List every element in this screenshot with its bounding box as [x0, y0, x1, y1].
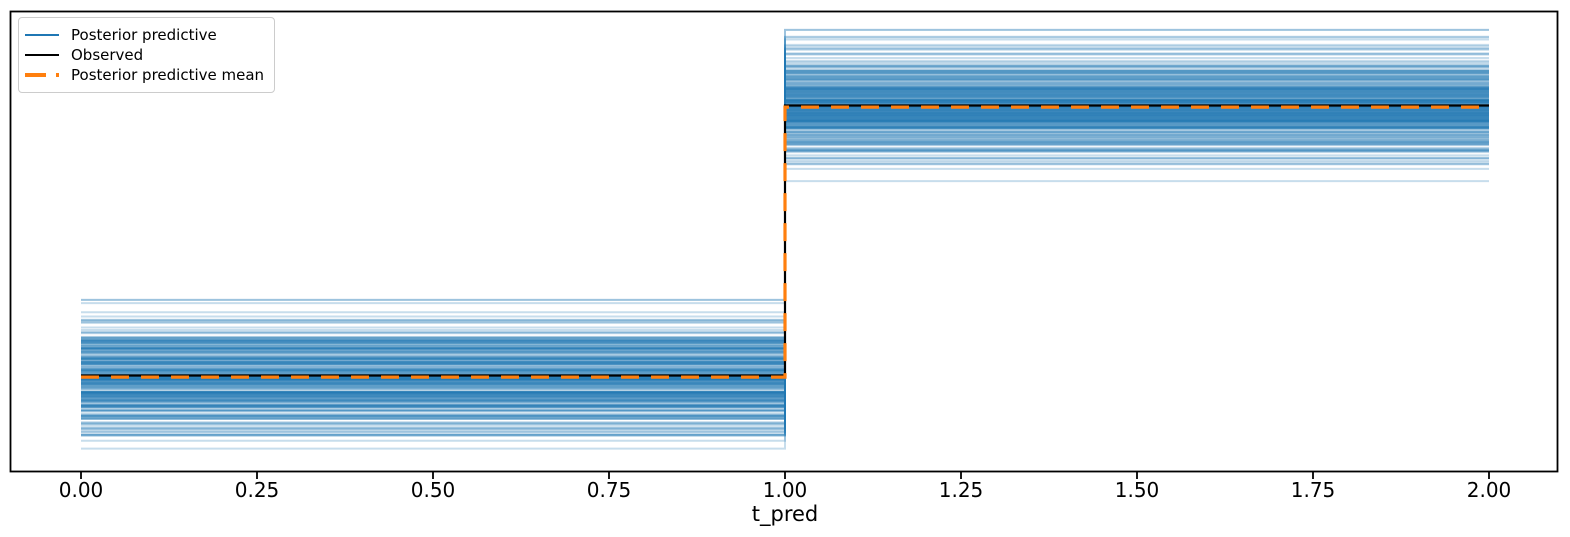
- legend-item-observed: Observed: [25, 45, 264, 65]
- x-tick-label: 1.00: [763, 478, 808, 502]
- posterior-predictive-mean-line: [81, 105, 1489, 379]
- x-tick-label: 0.25: [235, 478, 280, 502]
- legend-label: Observed: [71, 46, 144, 64]
- axes-frame: [9, 10, 1559, 473]
- legend-label: Posterior predictive mean: [71, 66, 265, 84]
- legend-line-sample-posterior-predictive-mean: [25, 73, 59, 77]
- posterior-predictive-mean-path: [81, 105, 1489, 379]
- x-tick-label: 2.00: [1467, 478, 1512, 502]
- x-axis: 0.00 0.25 0.50 0.75 1.00 1.25 1.50 1.75 2.00: [59, 471, 1512, 502]
- x-tick-label: 1.75: [1291, 478, 1336, 502]
- legend-label: Posterior predictive: [71, 26, 217, 44]
- legend-item-posterior-predictive-mean: Posterior predictive mean: [25, 65, 264, 85]
- legend-line-sample-observed: [25, 53, 59, 57]
- x-tick-label: 1.50: [1115, 478, 1160, 502]
- x-axis-label: t_pred: [752, 502, 819, 527]
- x-tick-label: 0.75: [587, 478, 632, 502]
- legend-item-posterior-predictive: Posterior predictive: [25, 25, 264, 45]
- x-tick-label: 1.25: [939, 478, 984, 502]
- x-tick-label: 0.00: [59, 478, 104, 502]
- legend-line-sample-posterior-predictive: [25, 33, 59, 37]
- legend: Posterior predictive Observed Posterior …: [18, 17, 276, 93]
- x-tick-label: 0.50: [411, 478, 456, 502]
